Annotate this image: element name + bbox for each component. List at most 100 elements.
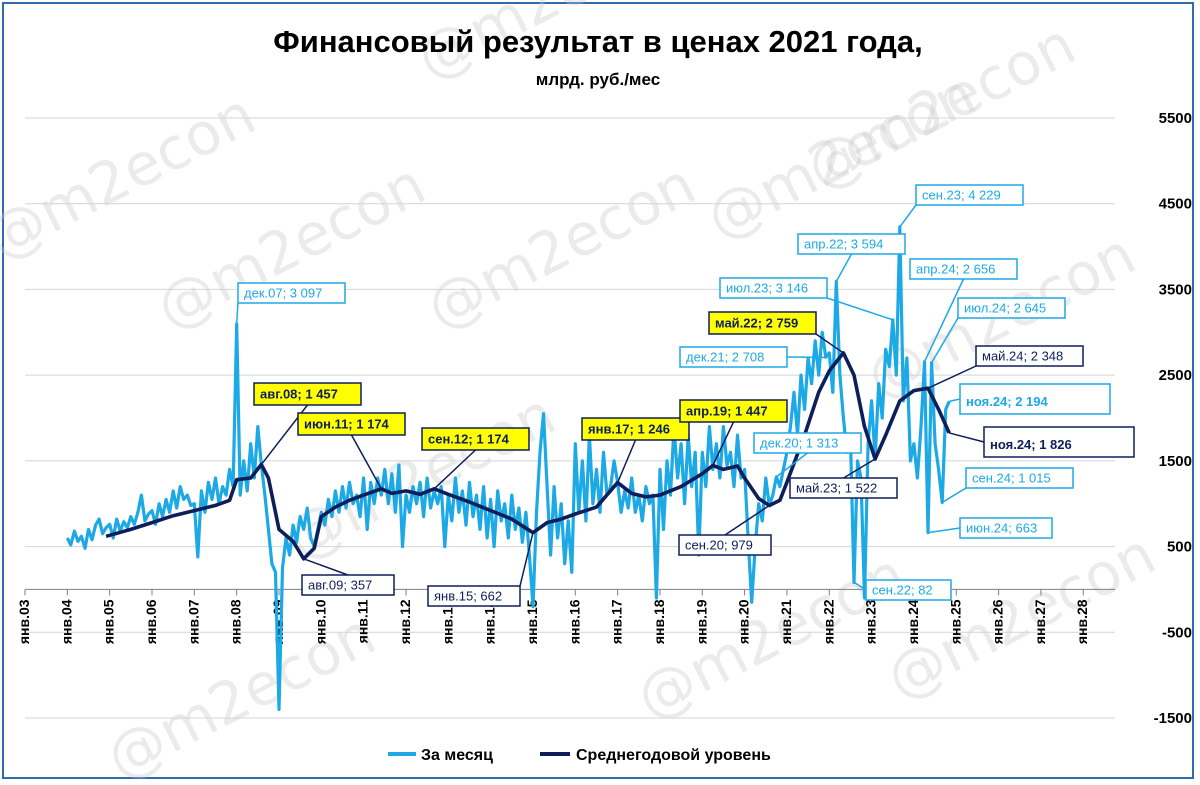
callout-leader xyxy=(350,434,382,490)
callout-leader xyxy=(519,532,534,587)
x-tick-label: янв.11 xyxy=(355,599,371,643)
x-tick-label: янв.04 xyxy=(58,599,74,644)
callout-box xyxy=(708,311,817,335)
callout-label: сен.20; 979 xyxy=(685,538,753,553)
data-callout: дек.21; 2 708 xyxy=(679,346,826,368)
data-callout: апр.19; 1 447 xyxy=(679,399,788,466)
callout-box xyxy=(679,346,788,368)
callout-label: июн.24; 663 xyxy=(966,521,1037,536)
callout-leader xyxy=(815,333,844,354)
callout-label: ноя.24; 1 826 xyxy=(990,437,1072,452)
x-tick-label: янв.08 xyxy=(228,599,244,644)
callout-leader xyxy=(899,204,917,228)
callout-leader xyxy=(835,253,853,282)
callout-leader xyxy=(433,449,477,490)
callout-box xyxy=(959,517,1053,539)
data-callout: май.24; 2 348 xyxy=(927,345,1084,389)
callout-leader xyxy=(949,432,985,443)
series-layer xyxy=(65,225,951,711)
chart-title: Финансовый результат в ценах 2021 года, xyxy=(273,24,922,59)
callout-box xyxy=(965,467,1074,489)
callout-leader xyxy=(303,558,349,576)
y-tick-label: 3500 xyxy=(1159,281,1192,298)
callout-leader xyxy=(712,421,735,466)
y-tick-label: 4500 xyxy=(1159,196,1192,213)
callout-label: янв.15; 662 xyxy=(434,589,502,604)
callout-label: дек.21; 2 708 xyxy=(686,350,764,365)
x-tick-label: янв.10 xyxy=(312,599,328,644)
callout-box xyxy=(959,383,1111,415)
callout-label: дек.20; 1 313 xyxy=(760,436,838,451)
data-callout: июн.24; 663 xyxy=(927,517,1053,539)
callout-leader xyxy=(843,458,876,479)
data-callout: апр.24; 2 656 xyxy=(909,258,1018,363)
callout-label: ноя.24; 2 194 xyxy=(966,394,1049,409)
callout-leader xyxy=(930,317,959,364)
callout-label: сен.23; 4 229 xyxy=(922,188,1001,203)
callout-label: сен.22; 82 xyxy=(872,583,933,598)
callout-label: апр.22; 3 594 xyxy=(804,237,883,252)
x-tick-label: янв.28 xyxy=(1074,599,1090,644)
callout-label: май.24; 2 348 xyxy=(982,349,1063,364)
data-callout: сен.12; 1 174 xyxy=(421,427,530,490)
watermark-text: @m2econ xyxy=(415,150,705,343)
x-tick-label: янв.25 xyxy=(947,599,963,644)
data-callout: сен.20; 979 xyxy=(678,504,772,556)
y-tick-label: 1500 xyxy=(1159,453,1192,470)
annotation-layer: дек.07; 3 097 авг.08; 1 457 авг.09; 357 июн… xyxy=(235,184,1135,607)
callout-label: дек.07; 3 097 xyxy=(244,286,322,301)
x-tick-label: янв.18 xyxy=(651,599,667,644)
callout-label: янв.17; 1 246 xyxy=(588,422,670,437)
callout-leader xyxy=(826,297,894,321)
callout-label: авг.08; 1 457 xyxy=(260,387,338,402)
data-callout: июн.11; 1 174 xyxy=(297,412,406,490)
data-callout: май.23; 1 522 xyxy=(789,458,898,499)
data-callout: сен.24; 1 015 xyxy=(941,467,1074,504)
callout-leader xyxy=(775,452,808,478)
callout-box xyxy=(253,382,362,406)
callout-leader xyxy=(941,487,967,504)
data-callout: янв.17; 1 246 xyxy=(581,417,690,483)
callout-box xyxy=(865,579,952,601)
x-tick-label: янв.24 xyxy=(905,599,921,644)
callout-leader xyxy=(949,398,961,403)
grid-layer xyxy=(25,117,1115,719)
y-tick-label: -1500 xyxy=(1154,710,1192,727)
y-axis-ticks: 5500 4500 3500 2500 1500 500 -500 -1500 xyxy=(1154,110,1192,727)
x-tick-label: янв.03 xyxy=(16,599,32,644)
callout-leader xyxy=(923,278,965,363)
callout-box xyxy=(297,412,406,436)
callout-box xyxy=(909,258,1018,280)
x-tick-label: янв.07 xyxy=(185,599,201,644)
callout-leader xyxy=(927,527,961,534)
data-callout: май.22; 2 759 xyxy=(708,311,844,354)
x-tick-label: янв.13 xyxy=(439,599,455,644)
callout-label: апр.19; 1 447 xyxy=(686,404,768,419)
callout-label: июл.24; 2 645 xyxy=(964,301,1046,316)
x-tick-label: янв.19 xyxy=(693,599,709,644)
x-tick-label: янв.23 xyxy=(863,599,879,644)
callout-box xyxy=(789,477,898,499)
x-tick-label: янв.06 xyxy=(143,599,159,644)
y-tick-label: 500 xyxy=(1167,539,1192,556)
x-tick-label: янв.22 xyxy=(820,599,836,644)
callout-box xyxy=(753,432,862,454)
callout-label: май.23; 1 522 xyxy=(796,481,877,496)
data-callout: дек.20; 1 313 xyxy=(753,432,862,478)
callout-leader xyxy=(616,439,637,483)
callout-box xyxy=(915,184,1024,206)
data-callout: сен.23; 4 229 xyxy=(899,184,1024,228)
x-tick-label: янв.20 xyxy=(736,599,752,644)
callout-box xyxy=(797,233,906,255)
x-tick-label: янв.16 xyxy=(566,599,582,644)
callout-box xyxy=(427,585,521,607)
callout-box xyxy=(678,534,772,556)
callout-label: июл.23; 3 146 xyxy=(726,281,808,296)
data-callout: июл.23; 3 146 xyxy=(719,277,894,321)
callout-leader xyxy=(235,302,239,325)
callout-box xyxy=(237,282,346,304)
x-tick-label: янв.26 xyxy=(990,599,1006,644)
x-tick-label: янв.05 xyxy=(101,599,117,644)
callout-box xyxy=(957,297,1066,319)
